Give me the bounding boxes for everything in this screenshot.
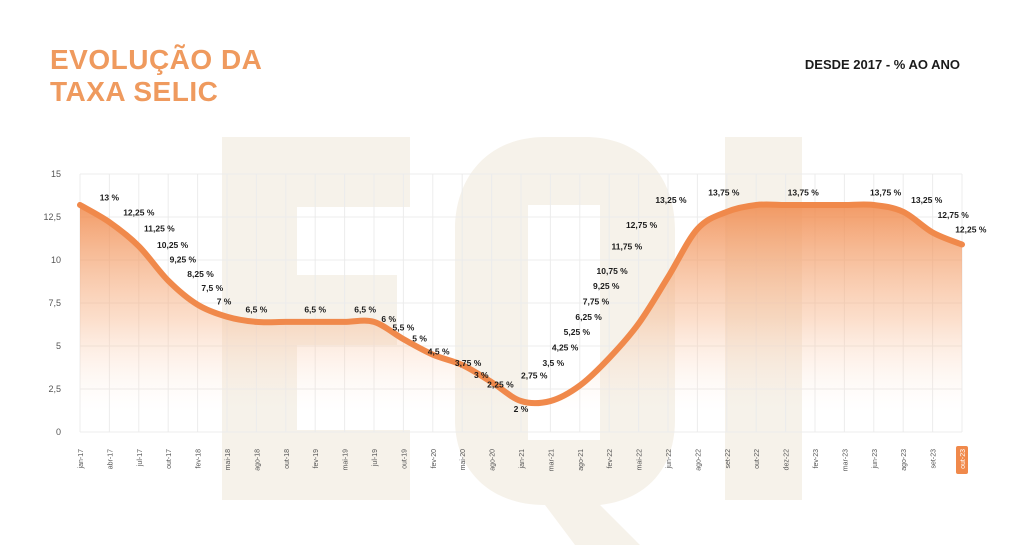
data-label: 12,25 %	[123, 207, 155, 217]
x-tick-label: fev-20	[431, 449, 438, 469]
x-tick-label: jan-17	[78, 449, 85, 470]
data-label: 4,5 %	[428, 347, 450, 357]
data-label: 5,25 %	[564, 327, 591, 337]
x-tick-label: ago-22	[695, 449, 702, 471]
data-labels: 13 %12,25 %11,25 %10,25 %9,25 %8,25 %7,5…	[100, 188, 987, 415]
data-label: 10,75 %	[597, 266, 629, 276]
x-tick-label: out-18	[284, 449, 291, 469]
data-label: 13 %	[100, 193, 120, 203]
x-tick-label: mai-22	[637, 449, 644, 471]
watermark-letter-q	[455, 137, 675, 545]
data-label: 6,25 %	[575, 312, 602, 322]
data-label: 13,75 %	[870, 188, 902, 198]
y-tick-label: 12,5	[43, 212, 61, 222]
x-tick-label: ago-21	[578, 449, 585, 471]
x-tick-label: fev-18	[196, 449, 203, 469]
x-tick-label: jun-22	[666, 449, 673, 470]
data-label: 2,75 %	[521, 371, 548, 381]
data-label: 9,25 %	[170, 255, 197, 265]
data-label: 6,5 %	[304, 304, 326, 314]
data-label: 8,25 %	[187, 269, 214, 279]
x-tick-label: abr-17	[107, 449, 114, 469]
data-label: 13,75 %	[788, 188, 820, 198]
data-label: 3 %	[474, 370, 489, 380]
x-tick-label: dez-22	[784, 449, 791, 471]
y-tick-label: 5	[56, 341, 61, 351]
x-tick-label: mai-18	[225, 449, 232, 471]
x-axis: jan-17 abr-17 jul-17 out-17 fev-18 mai-18 ago-…	[78, 446, 968, 474]
y-axis: 0 2,5 5 7,5 10 12,5 15	[43, 169, 61, 437]
data-label: 3,5 %	[542, 358, 564, 368]
x-tick-label: ago-20	[490, 449, 497, 471]
x-tick-label: fev-23	[813, 449, 820, 469]
x-tick-label: jul-17	[137, 449, 144, 467]
chart-series-line-group	[77, 201, 965, 407]
chart-area-fill	[80, 204, 962, 412]
data-label: 10,25 %	[157, 240, 189, 250]
data-label: 9,25 %	[593, 281, 620, 291]
y-tick-label: 7,5	[48, 298, 61, 308]
y-tick-label: 2,5	[48, 384, 61, 394]
x-tick-label: out-23	[960, 449, 967, 469]
data-label: 13,75 %	[708, 188, 740, 198]
x-tick-label: set-23	[931, 449, 938, 469]
data-label: 7 %	[217, 297, 232, 307]
series-line	[77, 201, 965, 407]
data-label: 11,75 %	[611, 242, 642, 252]
area-fill	[80, 204, 962, 412]
data-label: 4,25 %	[552, 342, 579, 352]
data-label: 12,75 %	[938, 210, 970, 220]
chart-subtitle: DESDE 2017 - % AO ANO	[804, 57, 960, 72]
page-title: EVOLUÇÃO DA TAXA SELIC	[50, 44, 262, 108]
title-line-1: EVOLUÇÃO DA	[50, 44, 263, 75]
title-line-2: TAXA SELIC	[50, 76, 219, 107]
data-label: 5 %	[412, 334, 427, 344]
x-tick-label: mai-19	[343, 449, 350, 471]
data-label: 12,75 %	[626, 220, 658, 230]
x-tick-label: out-22	[754, 449, 761, 469]
data-label: 13,25 %	[655, 195, 687, 205]
data-label: 12,25 %	[955, 224, 987, 234]
x-tick-label: out-17	[166, 449, 173, 469]
data-label: 11,25 %	[144, 224, 175, 234]
x-tick-label: jul-19	[372, 449, 379, 467]
data-label: 2 %	[514, 404, 529, 414]
data-label: 2,25 %	[487, 379, 514, 389]
x-tick-label: ago-18	[254, 449, 261, 471]
data-label: 3,75 %	[455, 358, 482, 368]
highlighted-tick-badge	[956, 446, 968, 474]
data-label: 7,5 %	[201, 283, 223, 293]
y-tick-label: 15	[51, 169, 61, 179]
x-tick-label: ago-23	[901, 449, 908, 471]
x-tick-label: fev-19	[313, 449, 320, 469]
data-label: 6,5 %	[246, 304, 268, 314]
data-label: 13,25 %	[911, 195, 943, 205]
y-tick-label: 10	[51, 255, 61, 265]
data-label: 5,5 %	[393, 323, 415, 333]
data-label: 6 %	[381, 314, 396, 324]
x-tick-label: out-19	[401, 449, 408, 469]
x-tick-label: fev-22	[607, 449, 614, 469]
x-tick-label: jun-23	[872, 449, 879, 470]
y-tick-label: 0	[56, 427, 61, 437]
x-tick-label: mar-23	[842, 449, 849, 471]
data-label: 7,75 %	[583, 297, 610, 307]
x-tick-label: mar-21	[548, 449, 555, 471]
x-tick-label: jan-21	[519, 449, 526, 470]
x-tick-label: mai-20	[460, 449, 467, 471]
data-label: 6,5 %	[354, 304, 376, 314]
x-tick-label: set-22	[725, 449, 732, 469]
